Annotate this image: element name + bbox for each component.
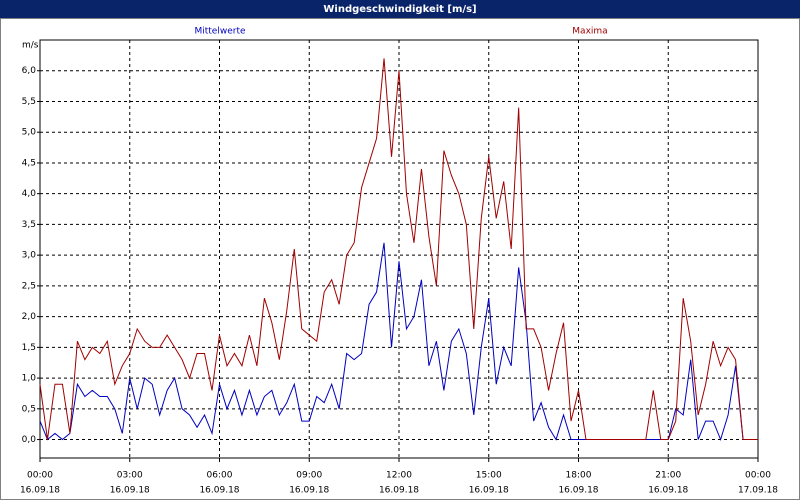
x-tick-label: 21:00 xyxy=(655,471,681,481)
x-tick-label: 00:00 xyxy=(27,471,53,481)
x-tick-date: 16.09.18 xyxy=(379,486,419,496)
y-tick-label: 5,0 xyxy=(22,128,37,138)
y-tick-label: 2,0 xyxy=(22,312,37,322)
y-tick-label: 3,0 xyxy=(22,251,37,261)
x-tick-date: 16.09.18 xyxy=(648,486,688,496)
y-tick-label: 1,0 xyxy=(22,374,37,384)
y-tick-label: 6,0 xyxy=(22,66,37,76)
x-tick-date: 16.09.18 xyxy=(110,486,150,496)
x-tick-date: 17.09.18 xyxy=(738,486,778,496)
x-tick-label: 03:00 xyxy=(117,471,143,481)
y-tick-label: 4,0 xyxy=(22,189,37,199)
y-tick-label: 2,5 xyxy=(22,281,36,291)
x-tick-date: 16.09.18 xyxy=(199,486,239,496)
y-tick-label: 1,5 xyxy=(22,343,36,353)
x-tick-date: 16.09.18 xyxy=(289,486,329,496)
title-bar xyxy=(0,0,800,18)
x-tick-label: 06:00 xyxy=(207,471,233,481)
legend-entry: Maxima xyxy=(572,27,607,37)
legend-entry: Mittelwerte xyxy=(194,27,245,37)
x-tick-label: 00:00 xyxy=(745,471,771,481)
x-tick-date: 16.09.18 xyxy=(469,486,509,496)
x-tick-date: 16.09.18 xyxy=(20,486,60,496)
y-tick-label: 0,0 xyxy=(22,435,37,445)
x-tick-label: 15:00 xyxy=(476,471,502,481)
y-tick-label: 5,5 xyxy=(22,97,36,107)
x-tick-label: 18:00 xyxy=(566,471,592,481)
y-axis-label: m/s xyxy=(22,41,39,51)
y-tick-label: 0,5 xyxy=(22,404,36,414)
y-tick-label: 3,5 xyxy=(22,220,36,230)
x-tick-label: 12:00 xyxy=(386,471,412,481)
x-tick-date: 16.09.18 xyxy=(558,486,598,496)
data-line xyxy=(39,58,758,441)
chart-title: Windgeschwindigkeit [m/s] xyxy=(323,4,476,15)
y-tick-label: 4,5 xyxy=(22,158,36,168)
x-tick-label: 09:00 xyxy=(296,471,322,481)
